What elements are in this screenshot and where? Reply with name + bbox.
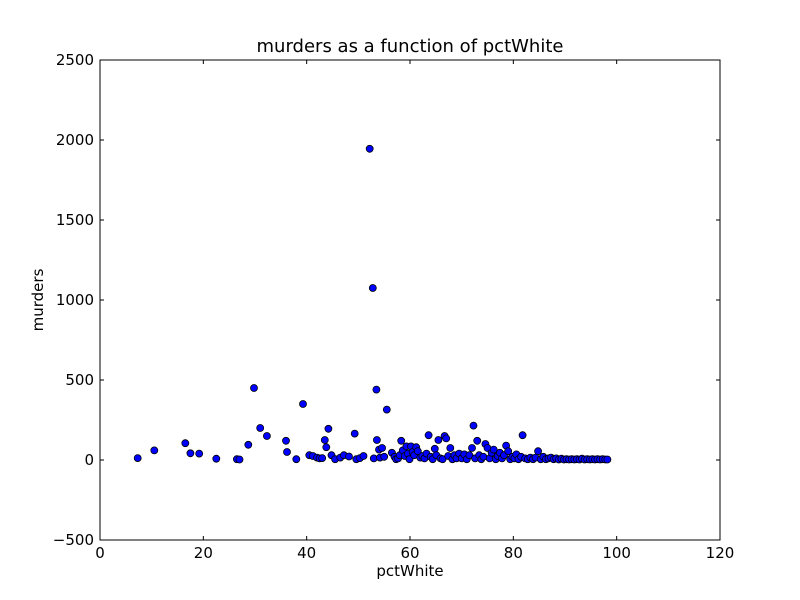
y-axis-label: murders xyxy=(29,268,47,331)
data-point xyxy=(434,436,443,444)
y-tick-label: 2500 xyxy=(56,51,94,69)
data-point xyxy=(244,440,253,449)
data-point xyxy=(324,424,333,433)
x-tick-label: 60 xyxy=(400,544,419,562)
data-point xyxy=(250,384,258,392)
x-axis-label: pctWhite xyxy=(376,562,443,580)
x-tick-label: 120 xyxy=(706,544,735,562)
data-point xyxy=(283,448,291,456)
data-point xyxy=(212,454,221,463)
data-point xyxy=(518,431,527,440)
data-point xyxy=(424,431,433,440)
data-point xyxy=(473,436,482,445)
x-tick-label: 0 xyxy=(95,544,105,562)
data-point xyxy=(359,452,368,460)
data-point xyxy=(489,445,498,454)
y-tick-label: 1500 xyxy=(56,211,94,229)
x-tick-label: 100 xyxy=(602,544,631,562)
data-point xyxy=(468,444,476,452)
data-point xyxy=(380,452,389,461)
data-point xyxy=(150,446,159,455)
y-tick-label: 500 xyxy=(65,371,94,389)
data-point xyxy=(345,452,353,461)
data-point xyxy=(186,449,195,458)
data-point xyxy=(378,444,387,452)
data-point xyxy=(534,447,542,456)
data-point xyxy=(365,144,374,153)
data-point xyxy=(181,439,190,448)
x-tick-label: 20 xyxy=(194,544,213,562)
y-tick-label: 0 xyxy=(84,451,94,469)
scatter-points xyxy=(133,144,612,464)
y-tick-label: −500 xyxy=(53,531,94,549)
data-point xyxy=(262,432,271,440)
data-point xyxy=(195,449,204,458)
data-point xyxy=(320,436,329,444)
y-tick-label: 2000 xyxy=(56,131,94,149)
x-tick-label: 40 xyxy=(297,544,316,562)
data-point xyxy=(442,434,451,443)
data-point xyxy=(368,284,377,292)
y-tick-label: 1000 xyxy=(56,291,94,309)
data-point xyxy=(318,454,327,463)
data-point xyxy=(235,455,244,464)
data-point xyxy=(603,455,612,464)
data-point xyxy=(446,444,455,452)
data-point xyxy=(133,454,142,463)
data-point xyxy=(372,385,381,394)
plot-area xyxy=(100,60,720,540)
data-point xyxy=(292,455,301,464)
data-point xyxy=(397,436,406,445)
data-point xyxy=(504,447,513,456)
chart-title: murders as a function of pctWhite xyxy=(257,36,564,57)
data-point xyxy=(282,436,290,445)
data-point xyxy=(350,429,359,438)
data-point xyxy=(372,436,381,444)
x-tick-label: 80 xyxy=(504,544,523,562)
data-point xyxy=(256,424,265,432)
data-point xyxy=(382,405,391,414)
data-point xyxy=(299,400,307,408)
data-point xyxy=(469,421,478,430)
data-point xyxy=(430,444,439,453)
data-point xyxy=(322,443,331,452)
